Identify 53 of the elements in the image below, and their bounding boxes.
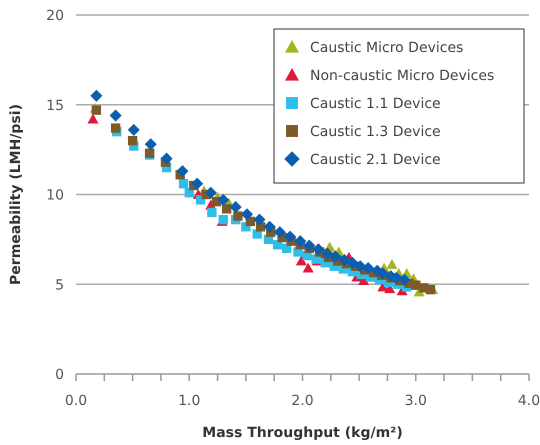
y-tick-label: 0 bbox=[55, 367, 64, 383]
point bbox=[92, 105, 102, 115]
point bbox=[386, 259, 398, 269]
legend-label: Caustic 1.3 Device bbox=[310, 124, 441, 140]
point bbox=[160, 152, 173, 165]
point bbox=[144, 138, 157, 150]
point bbox=[222, 204, 232, 214]
point bbox=[110, 123, 120, 133]
y-tick-label: 5 bbox=[55, 277, 64, 294]
x-tick-label: 4.0 bbox=[518, 393, 540, 409]
point bbox=[90, 90, 102, 102]
y-tick-label: 15 bbox=[46, 98, 64, 114]
point bbox=[264, 220, 276, 233]
point bbox=[178, 179, 188, 188]
legend-label: Caustic 1.1 Device bbox=[310, 96, 441, 112]
point bbox=[253, 214, 266, 226]
point bbox=[302, 262, 314, 272]
x-tick-label: 1.0 bbox=[178, 393, 200, 409]
legend-label: Caustic Micro Devices bbox=[310, 40, 464, 56]
point bbox=[207, 208, 217, 218]
x-tick-label: 0.0 bbox=[64, 393, 88, 409]
point bbox=[176, 165, 189, 178]
point bbox=[274, 226, 286, 238]
x-axis-title: Mass Throughput (kg/m²) bbox=[202, 425, 403, 441]
point bbox=[329, 250, 342, 262]
x-tick-label: 3.0 bbox=[404, 393, 427, 409]
legend-label: Non-caustic Micro Devices bbox=[310, 68, 494, 84]
point bbox=[230, 201, 242, 214]
point bbox=[294, 235, 306, 248]
y-tick-label: 20 bbox=[46, 8, 64, 24]
x-tick-label: 2.0 bbox=[291, 393, 314, 409]
point bbox=[296, 255, 307, 266]
point bbox=[338, 254, 350, 266]
y-axis-title: Permeability (LMH/psi) bbox=[8, 104, 24, 285]
point bbox=[284, 230, 296, 243]
point bbox=[398, 274, 410, 286]
point bbox=[362, 262, 374, 274]
point bbox=[303, 240, 316, 252]
y-tick-label: 10 bbox=[46, 188, 64, 204]
point bbox=[204, 186, 217, 199]
point bbox=[128, 124, 140, 136]
point bbox=[191, 178, 204, 190]
point bbox=[110, 109, 122, 122]
point bbox=[240, 208, 254, 220]
point bbox=[346, 256, 358, 269]
point bbox=[128, 136, 138, 146]
point bbox=[87, 114, 98, 124]
point bbox=[426, 284, 436, 294]
legend-label: Caustic 2.1 Device bbox=[310, 152, 441, 168]
point bbox=[321, 248, 334, 260]
point bbox=[217, 194, 230, 206]
point bbox=[354, 260, 366, 272]
point bbox=[312, 243, 324, 256]
